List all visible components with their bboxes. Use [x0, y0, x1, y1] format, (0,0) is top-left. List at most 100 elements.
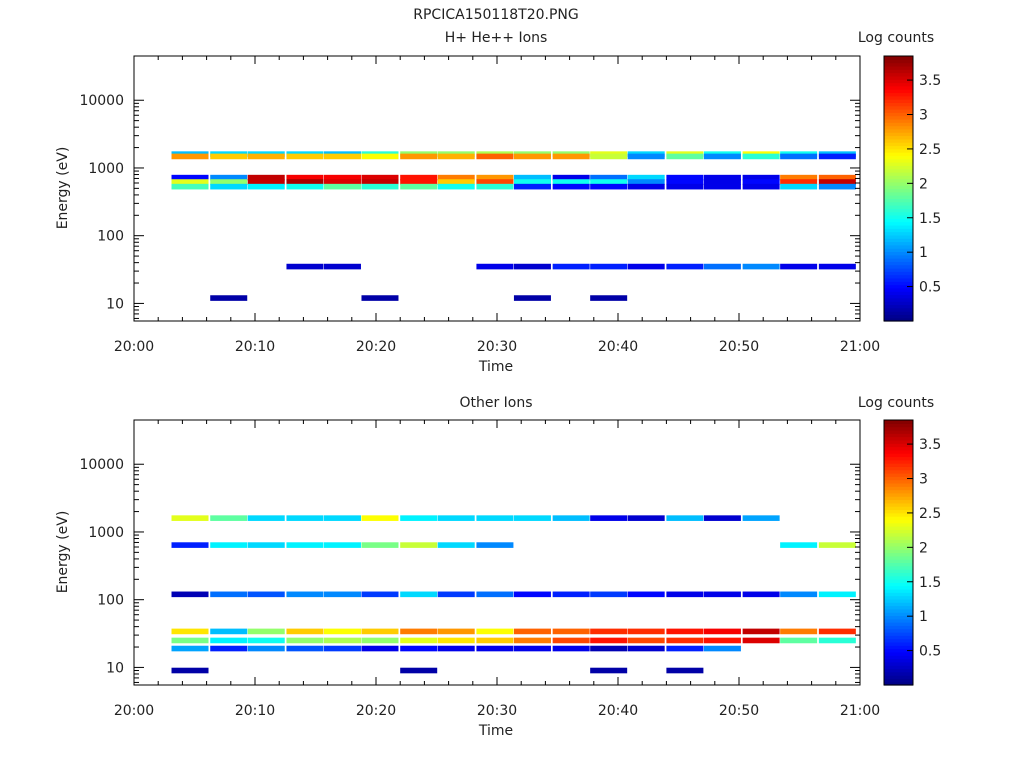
colorbar-swatch	[884, 178, 913, 183]
heatmap-cell	[400, 174, 438, 181]
heatmap-cells	[171, 151, 856, 301]
heatmap-cell	[666, 183, 704, 190]
heatmap-cell	[666, 179, 704, 185]
heatmap-cell	[552, 183, 590, 190]
heatmap-cell	[171, 515, 209, 521]
heatmap-cell	[590, 667, 628, 674]
heatmap-cell	[323, 542, 361, 548]
heatmap-cell	[627, 174, 665, 181]
colorbar-swatch	[884, 519, 913, 524]
colorbar-swatch	[884, 545, 913, 550]
colorbar-swatch	[884, 549, 913, 554]
heatmap-cell	[323, 515, 361, 521]
colorbar-swatch	[884, 85, 913, 90]
colorbar-swatch	[884, 274, 913, 279]
colorbar-swatch	[884, 135, 913, 140]
colorbar-swatch	[884, 479, 913, 484]
colorbar-tick-label: 1	[919, 609, 928, 625]
heatmap-cell	[437, 628, 475, 635]
colorbar-swatch	[884, 99, 913, 103]
colorbar-swatch	[884, 459, 913, 464]
heatmap-cell	[742, 174, 780, 181]
x-tick-label: 20:00	[114, 339, 154, 355]
colorbar-swatch	[884, 582, 913, 587]
colorbar-swatch	[884, 628, 913, 633]
colorbar-swatch	[884, 115, 913, 120]
heatmap-cell	[210, 153, 248, 160]
heatmap-cell	[590, 183, 628, 190]
colorbar-swatch	[884, 665, 913, 670]
heatmap-cell	[513, 183, 551, 190]
heatmap-cell	[666, 667, 704, 674]
colorbar-swatch	[884, 426, 913, 431]
colorbar-swatch	[884, 301, 913, 306]
heatmap-cell	[361, 645, 399, 652]
colorbar-swatch	[884, 532, 913, 537]
colorbar-swatch	[884, 175, 913, 180]
heatmap-cell	[247, 591, 285, 598]
plot-frame	[133, 419, 861, 686]
heatmap-cell	[171, 174, 209, 181]
heatmap-cell	[437, 515, 475, 521]
colorbar-swatch	[884, 668, 913, 673]
heatmap-cell	[400, 591, 438, 598]
colorbar-swatch	[884, 244, 913, 249]
heatmap-cell	[552, 515, 590, 521]
colorbar-swatch	[884, 122, 913, 127]
colorbar-tick-label: 1	[919, 245, 928, 261]
colorbar-swatch	[884, 314, 913, 319]
colorbar-swatch	[884, 439, 913, 444]
heatmap-cell	[437, 179, 475, 185]
heatmap-cell	[247, 637, 285, 644]
colorbar-tick-label: 3.5	[919, 437, 941, 453]
heatmap-cell	[780, 628, 818, 635]
heatmap-cell	[171, 591, 209, 598]
colorbar-swatch	[884, 648, 913, 653]
heatmap-cell	[400, 515, 438, 521]
colorbar-swatch	[884, 171, 913, 176]
colorbar-swatch	[884, 294, 913, 299]
colorbar-swatch	[884, 231, 913, 236]
heatmap-cell	[666, 153, 704, 160]
colorbar-tick-label: 3	[919, 472, 928, 488]
heatmap-cell	[552, 263, 590, 270]
heatmap-cell	[400, 667, 438, 674]
heatmap-cell	[323, 591, 361, 598]
colorbar-swatch	[884, 82, 913, 87]
panel-h-he-ions: H+ He++ Ions Log counts 20:00 20:10 20:20 2…	[55, 30, 941, 375]
heatmap-cell	[666, 263, 704, 270]
colorbar-swatch	[884, 635, 913, 640]
heatmap-cell	[171, 179, 209, 185]
colorbar-swatch	[884, 297, 913, 302]
colorbar-swatch	[884, 145, 913, 150]
colorbar-swatch	[884, 588, 913, 593]
colorbar-swatch	[884, 463, 913, 467]
heatmap-cell	[437, 174, 475, 181]
colorbar-swatch	[884, 198, 913, 203]
colorbar-label: Log counts	[858, 30, 934, 46]
heatmap-cell	[703, 179, 741, 185]
colorbar-swatch	[884, 287, 913, 292]
heatmap-cell	[590, 591, 628, 598]
colorbar-swatch	[884, 138, 913, 143]
colorbar-swatch	[884, 125, 913, 130]
heatmap-cell	[210, 637, 248, 644]
heatmap-cell	[361, 153, 399, 160]
x-tick-label: 20:10	[235, 703, 275, 719]
heatmap-cell	[437, 183, 475, 190]
colorbar: 0.5 1 1.5 2 2.5 3 3.5	[883, 419, 941, 686]
colorbar-swatch	[884, 632, 913, 636]
colorbar-swatch	[884, 436, 913, 441]
colorbar-swatch	[884, 158, 913, 163]
colorbar-swatch	[884, 509, 913, 514]
colorbar-tick-label: 0.5	[919, 644, 941, 660]
heatmap-cell	[171, 542, 209, 548]
heatmap-cell	[627, 645, 665, 652]
heatmap-cell	[476, 183, 514, 190]
heatmap-cell	[286, 628, 324, 635]
heatmap-cell	[703, 637, 741, 644]
colorbar-swatch	[884, 271, 913, 276]
heatmap-cell	[400, 542, 438, 548]
heatmap-cell	[552, 628, 590, 635]
heatmap-cell	[780, 263, 818, 270]
